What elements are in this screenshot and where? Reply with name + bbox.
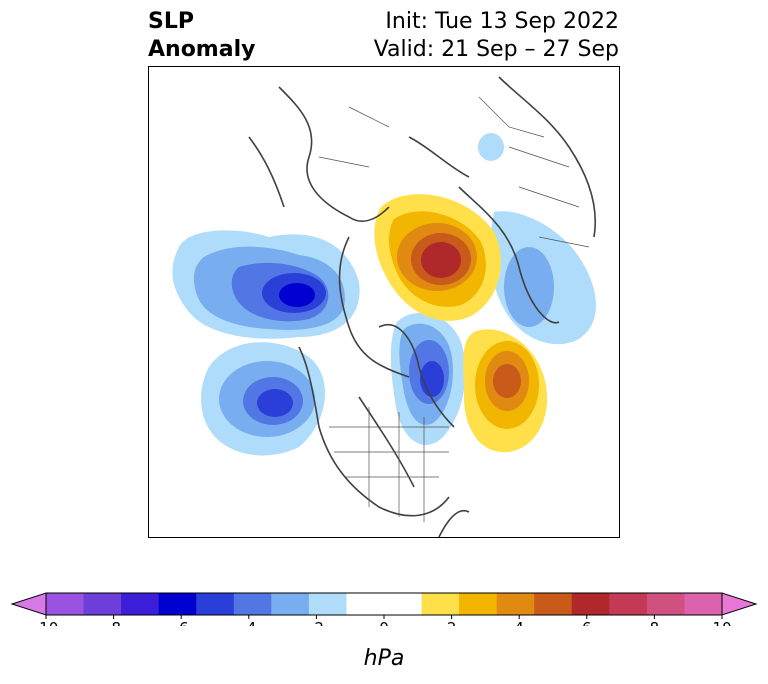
colorbar-cell (496, 593, 535, 615)
colorbar-unit-label: hPa (363, 646, 405, 671)
map-canvas (172, 76, 597, 537)
colorbar-cell (684, 593, 723, 615)
contour-fill (421, 242, 461, 278)
anomaly-subtropical-pacific-low (201, 342, 326, 456)
anomaly-siberia-low (478, 133, 504, 161)
colorbar-tick-label: -8 (106, 619, 121, 626)
colorbar-extend-low (10, 592, 47, 616)
colorbar-tick-label: -2 (309, 619, 324, 626)
colorbar-cell (83, 593, 122, 615)
colorbar-cell (271, 593, 310, 615)
colorbar-cell (646, 593, 685, 615)
colorbar-cell (534, 593, 573, 615)
colorbar-tick-label: -4 (241, 619, 256, 626)
colorbar-tick-label: 0 (379, 619, 389, 626)
anomaly-europe-low (489, 211, 596, 345)
colorbar-tick-label: 8 (650, 619, 660, 626)
colorbar: -10 -8 -6 -4 -2 0 2 4 6 8 10 (10, 592, 758, 626)
colorbar-tick-label: 10 (712, 619, 731, 626)
forecast-dates: Init: Tue 13 Sep 2022 Valid: 21 Sep – 27… (374, 8, 619, 64)
coastlines (248, 76, 597, 537)
title-line-1: SLP (148, 9, 194, 34)
anomaly-north-pacific-low (172, 230, 360, 339)
colorbar-cell (571, 593, 610, 615)
colorbar-cell (459, 593, 498, 615)
colorbar-cell (196, 593, 235, 615)
contour-fill (504, 247, 554, 327)
colorbar-tick-label: 4 (514, 619, 524, 626)
colorbar-cell (46, 593, 85, 615)
valid-range: Valid: 21 Sep – 27 Sep (373, 37, 619, 62)
colorbar-cell (308, 593, 347, 615)
colorbar-cell (609, 593, 648, 615)
colorbar-cell (384, 593, 423, 615)
colorbar-cell (421, 593, 460, 615)
political-boundaries (318, 96, 590, 522)
title-line-2: Anomaly (148, 37, 256, 62)
anomaly-north-atlantic-high (463, 329, 548, 453)
contour-fill (279, 283, 315, 307)
colorbar-cell (346, 593, 385, 615)
colorbar-tick-label: -10 (34, 619, 59, 626)
colorbar-cell (158, 593, 197, 615)
colorbar-cell (121, 593, 160, 615)
colorbar-extend-high (721, 592, 758, 616)
colorbar-tick-label: 6 (582, 619, 592, 626)
colorbar-cell (233, 593, 272, 615)
contour-fill (257, 389, 293, 417)
colorbar-tick-label: 2 (447, 619, 457, 626)
colorbar-tick-label: -6 (174, 619, 189, 626)
contour-fill (493, 364, 521, 398)
anomaly-arctic-siberian-high (374, 194, 501, 321)
init-date: Init: Tue 13 Sep 2022 (385, 9, 619, 34)
map-title: SLP Anomaly (148, 8, 255, 64)
map-panel (148, 66, 620, 538)
anomaly-greenland-low (390, 312, 466, 445)
